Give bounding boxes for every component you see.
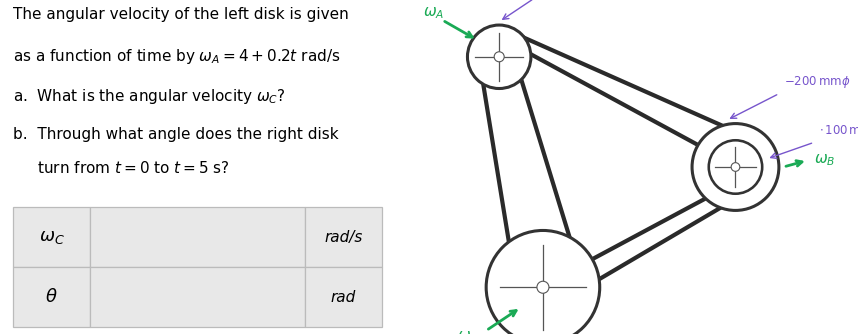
Text: rad: rad	[330, 290, 356, 305]
Text: $\omega_C$: $\omega_C$	[39, 228, 64, 246]
Ellipse shape	[468, 25, 531, 89]
Text: The angular velocity of the left disk is given: The angular velocity of the left disk is…	[13, 7, 348, 22]
Text: turn from $t = 0$ to $t = 5$ s?: turn from $t = 0$ to $t = 5$ s?	[13, 160, 230, 176]
Ellipse shape	[709, 140, 762, 194]
Ellipse shape	[692, 124, 779, 210]
Text: $\omega_C$: $\omega_C$	[457, 329, 480, 334]
Text: b.  Through what angle does the right disk: b. Through what angle does the right dis…	[13, 127, 339, 142]
Text: $-200\,\mathrm{mm}\phi$: $-200\,\mathrm{mm}\phi$	[783, 74, 850, 90]
Text: $\theta$: $\theta$	[45, 288, 57, 306]
Ellipse shape	[494, 52, 505, 62]
Text: rad/s: rad/s	[324, 230, 362, 244]
Text: a.  What is the angular velocity $\omega_C$?: a. What is the angular velocity $\omega_…	[13, 87, 286, 106]
Ellipse shape	[537, 281, 549, 293]
Text: $\cdot\,100\,\mathrm{mm}\phi$: $\cdot\,100\,\mathrm{mm}\phi$	[819, 123, 858, 139]
Ellipse shape	[486, 230, 600, 334]
FancyBboxPatch shape	[90, 267, 305, 327]
Text: as a function of time by $\omega_A = 4 + 0.2t$ rad/s: as a function of time by $\omega_A = 4 +…	[13, 47, 341, 66]
FancyBboxPatch shape	[90, 207, 305, 267]
FancyBboxPatch shape	[13, 267, 90, 327]
FancyBboxPatch shape	[305, 207, 382, 267]
Text: $\omega_B$: $\omega_B$	[814, 152, 836, 168]
Ellipse shape	[731, 163, 740, 171]
Text: $\omega_A$: $\omega_A$	[423, 5, 444, 21]
FancyBboxPatch shape	[13, 207, 90, 267]
FancyBboxPatch shape	[305, 267, 382, 327]
